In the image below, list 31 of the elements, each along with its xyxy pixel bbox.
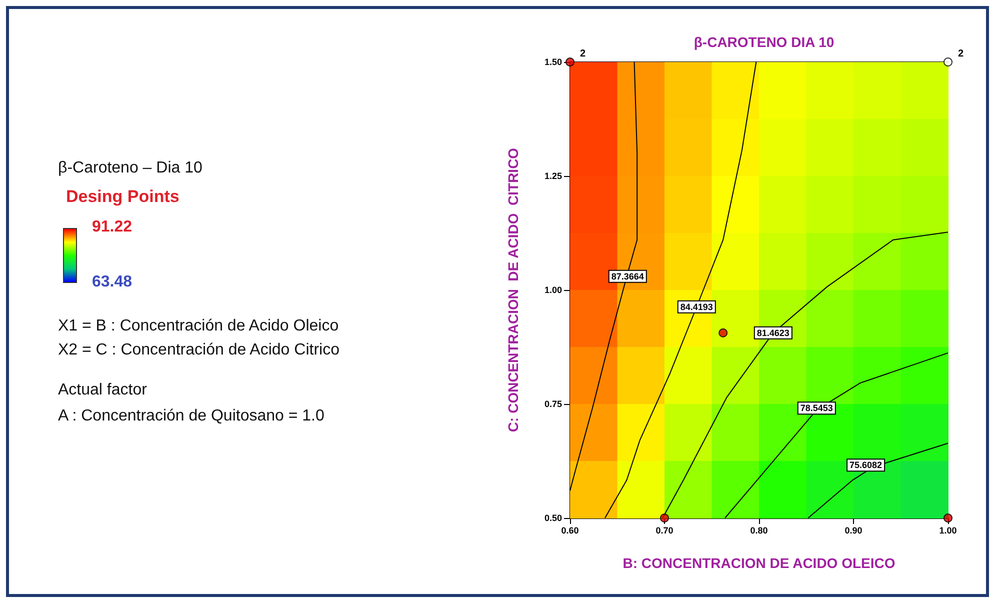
x-tick-label: 1.00 bbox=[939, 526, 957, 536]
annotation: 78.5453 bbox=[800, 403, 833, 414]
text: X2 = C : Concentración de Acido Citrico bbox=[58, 342, 340, 358]
x-tick-label: 0.60 bbox=[561, 526, 579, 536]
color-bar-label: 63.48 bbox=[92, 274, 132, 290]
y-tick-label: 0.75 bbox=[544, 399, 562, 409]
y-tick-label: 1.50 bbox=[544, 57, 562, 67]
point bbox=[944, 58, 952, 66]
annotation: 84.4193 bbox=[680, 302, 713, 312]
x-tick-label: 0.90 bbox=[844, 526, 862, 536]
text: Actual factor bbox=[58, 382, 148, 398]
color-bar-title: Desing Points bbox=[66, 187, 180, 206]
annotation: 87.3664 bbox=[611, 271, 644, 282]
point bbox=[718, 328, 728, 338]
x-axis-title: B: CONCENTRACION DE ACIDO OLEICO bbox=[622, 555, 896, 571]
y-tick-label: 1.25 bbox=[544, 171, 562, 181]
annotation: 2 bbox=[958, 48, 964, 60]
x-tick-label: 0.70 bbox=[656, 526, 674, 536]
annotation: 2 bbox=[580, 48, 586, 60]
x-tick-label: 0.80 bbox=[750, 526, 768, 536]
y-tick-label: 0.50 bbox=[544, 513, 562, 523]
y-axis-title: C: CONCENTRACION DE ACIDO CITRICO bbox=[505, 148, 521, 432]
y-tick-label: 1.00 bbox=[544, 285, 562, 295]
text: A : Concentración de Quitosano = 1.0 bbox=[58, 408, 324, 424]
chart-title: β-CAROTENO DIA 10 bbox=[694, 34, 834, 50]
annotation: 81.4623 bbox=[756, 328, 790, 338]
point bbox=[566, 58, 574, 66]
text: X1 = B : Concentración de Acido Oleico bbox=[58, 318, 339, 334]
annotation: 75.6082 bbox=[850, 460, 882, 470]
color-bar-label: 91.22 bbox=[92, 218, 132, 236]
text: β-Caroteno – Dia 10 bbox=[58, 160, 202, 176]
